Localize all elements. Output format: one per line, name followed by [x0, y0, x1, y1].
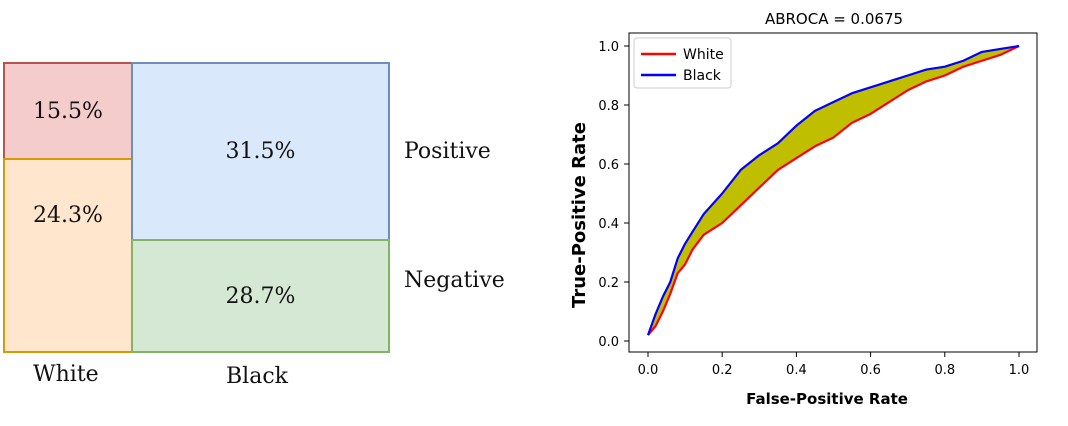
x-tick-label: 0.4: [786, 363, 807, 378]
y-tick-label: 1.0: [598, 40, 619, 55]
cell-black-positive: 31.5%: [131, 62, 390, 241]
legend-label-black: Black: [683, 68, 722, 84]
x-tick-label: 0.2: [712, 363, 733, 378]
chart-title: ABROCA = 0.0675: [765, 10, 903, 28]
y-axis-label: True-Positive Rate: [569, 122, 590, 308]
x-tick-label: 0.6: [860, 363, 881, 378]
y-tick-label: 0.6: [598, 158, 619, 173]
cell-white-positive: 15.5%: [3, 62, 133, 160]
cell-black-negative: 28.7%: [131, 239, 390, 353]
row-label-negative: Negative: [404, 268, 505, 293]
legend-label-white: White: [683, 47, 724, 63]
column-label-white: White: [33, 362, 99, 387]
axis-ticks: 0.0 0.2 0.4 0.6 0.8 1.0 0.0 0.2 0.4 0.6 0.8 1.0: [598, 40, 1029, 378]
x-tick-label: 0.8: [934, 363, 955, 378]
plot-frame: [628, 32, 1038, 353]
y-tick-label: 0.8: [598, 99, 619, 114]
x-tick-label: 0.0: [638, 363, 659, 378]
abroca-fill-area: [648, 46, 1019, 336]
y-tick-label: 0.4: [598, 217, 619, 232]
x-axis-label: False-Positive Rate: [746, 390, 908, 408]
y-tick-label: 0.2: [598, 276, 619, 291]
cell-white-negative: 24.3%: [3, 158, 133, 353]
series-lines: [646, 44, 1020, 336]
series-line-white: [647, 45, 1020, 336]
y-tick-label: 0.0: [598, 335, 619, 350]
legend: White Black: [633, 37, 732, 89]
row-label-positive: Positive: [404, 139, 491, 164]
x-tick-label: 1.0: [1009, 363, 1030, 378]
column-label-black: Black: [226, 364, 288, 389]
series-line-black: [646, 44, 1020, 336]
mosaic-chart: 15.5% 24.3% 31.5% 28.7% Positive Negativ…: [0, 0, 520, 426]
